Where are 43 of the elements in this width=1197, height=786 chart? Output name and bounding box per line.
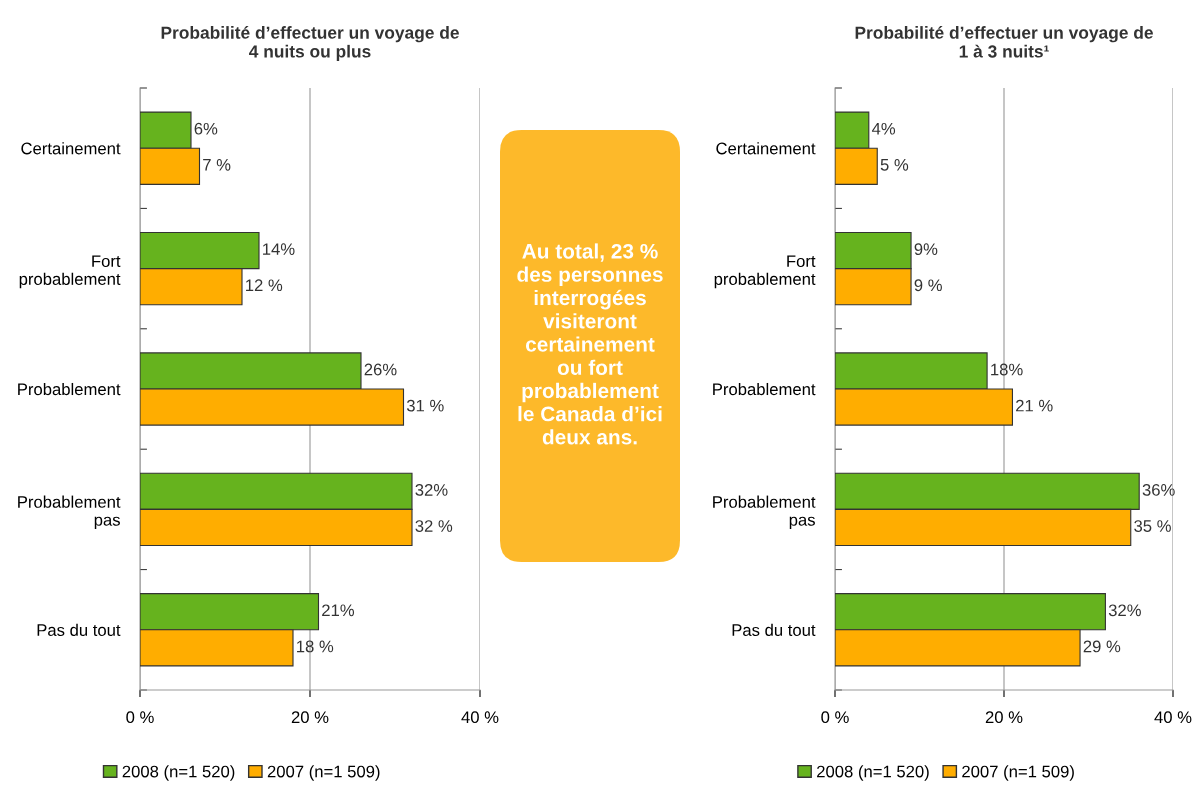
data-label: 4%	[871, 122, 896, 135]
data-label: 6%	[194, 122, 218, 135]
data-label: 9 %	[914, 279, 942, 292]
data-label: 35 %	[1134, 520, 1171, 532]
data-label: 29 %	[1083, 640, 1121, 653]
x-tick-label: 40 %	[461, 711, 499, 724]
chart-title: Probabilité d’effectuer un voyage de 1 à 3 nuits¹	[855, 25, 1153, 58]
data-label: 7 %	[203, 159, 231, 171]
data-label: 9%	[914, 243, 938, 256]
legend-label: 2007 (n=1 509)	[267, 765, 380, 781]
legend-label: 2008 (n=1 520)	[817, 765, 929, 781]
y-tick-label: Probablement	[18, 382, 121, 396]
data-label: 21 %	[1016, 399, 1053, 412]
y-tick-label: Fort probablement	[19, 255, 121, 289]
x-tick-label: 20 %	[985, 711, 1023, 724]
x-tick-label: 0 %	[821, 711, 849, 724]
data-label: 32 %	[415, 520, 453, 532]
y-tick-label: Fort probablement	[714, 255, 816, 289]
y-tick-label: Pas du tout	[37, 623, 121, 636]
y-tick-label: Probablement	[713, 382, 816, 396]
data-label: 12 %	[246, 279, 283, 292]
data-label: 32%	[415, 484, 448, 496]
y-tick-label: Probablement pas	[713, 495, 816, 530]
data-label: 32%	[1108, 604, 1141, 617]
text: Au total, 23 % des personnes interrogées visiteront certainement ou fort probablement le Canada d’ici deux ans.	[517, 243, 663, 445]
data-label: 21%	[322, 604, 355, 617]
legend-label: 2008 (n=1 520)	[122, 765, 235, 781]
data-label: 36%	[1142, 484, 1175, 496]
y-tick-label: Certainement	[716, 142, 816, 155]
x-tick-label: 20 %	[291, 711, 329, 724]
legend-label: 2007 (n=1 509)	[962, 765, 1074, 781]
data-label: 26%	[364, 363, 397, 376]
data-label: 18%	[991, 363, 1023, 376]
y-tick-label: Pas du tout	[732, 623, 816, 636]
y-tick-label: Probablement pas	[18, 495, 121, 530]
x-tick-label: 40 %	[1154, 711, 1192, 724]
data-label: 18 %	[297, 640, 334, 653]
chart-title: Probabilité d’effectuer un voyage de 4 nuits ou plus	[161, 25, 459, 62]
data-label: 31 %	[406, 399, 444, 412]
data-label: 5 %	[880, 159, 909, 171]
x-tick-label: 0 %	[126, 711, 154, 724]
data-label: 14%	[263, 243, 295, 255]
y-tick-label: Certainement	[21, 142, 121, 155]
